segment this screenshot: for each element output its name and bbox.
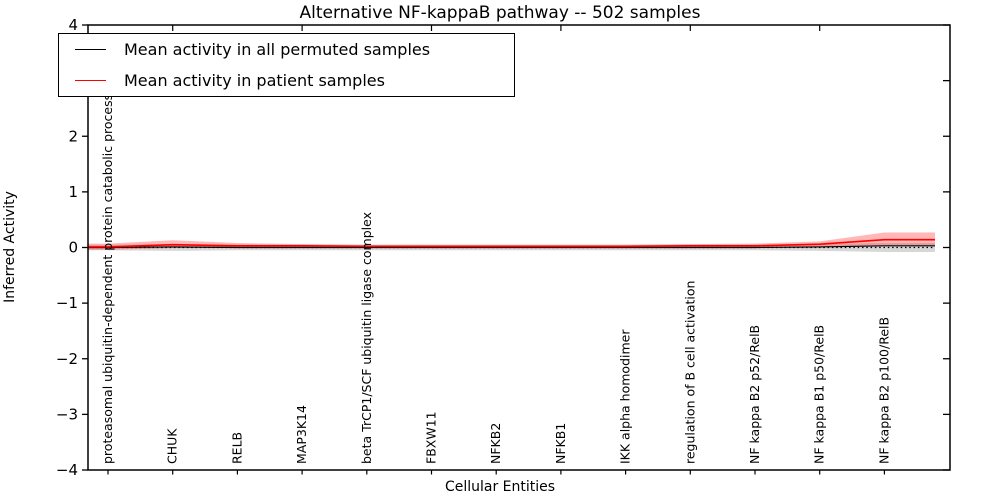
x-entity-label: NFKB2 — [488, 423, 503, 464]
x-entity-label: CHUK — [165, 428, 180, 464]
series-line-0 — [88, 245, 935, 249]
y-tick-label: −2 — [56, 350, 78, 368]
chart-title: Alternative NF-kappaB pathway -- 502 sam… — [299, 3, 701, 23]
x-entity-label: MAP3K14 — [294, 405, 309, 464]
y-tick-label: −4 — [56, 461, 78, 479]
y-tick-label: 2 — [68, 127, 78, 145]
y-axis-label: Inferred Activity — [2, 191, 18, 303]
legend-line-sample-patient — [75, 80, 106, 81]
y-tick-label: 1 — [68, 183, 78, 201]
x-entity-label: beta TrCP1/SCF ubiquitin ligase complex — [359, 212, 374, 464]
x-entity-label: NF kappa B1 p50/RelB — [812, 325, 827, 464]
y-tick-label: −3 — [56, 405, 78, 423]
x-entity-label: FBXW11 — [424, 411, 439, 464]
x-entity-label: NF kappa B2 p100/RelB — [876, 317, 891, 464]
x-entity-label: proteasomal ubiquitin-dependent protein … — [100, 94, 115, 464]
x-entity-label: RELB — [229, 432, 244, 464]
legend-line-sample-permuted — [75, 49, 106, 50]
y-tick-label: −1 — [56, 294, 78, 312]
legend-label-patient: Mean activity in patient samples — [124, 71, 385, 90]
x-entity-labels: proteasomal ubiquitin-dependent protein … — [100, 94, 891, 464]
legend: Mean activity in all permuted samples Me… — [58, 33, 515, 97]
y-tick-label: 4 — [68, 16, 78, 34]
series-lines — [88, 238, 935, 249]
x-entity-label: IKK alpha homodimer — [618, 329, 633, 464]
x-entity-label: NFKB1 — [553, 423, 568, 464]
std-bands — [88, 232, 935, 252]
x-axis-label: Cellular Entities — [444, 479, 556, 495]
legend-item-permuted: Mean activity in all permuted samples — [59, 35, 514, 64]
x-entity-label: regulation of B cell activation — [682, 281, 697, 464]
x-ticks — [107, 25, 886, 475]
x-entity-label: NF kappa B2 p52/RelB — [747, 325, 762, 464]
y-tick-label: 0 — [68, 239, 78, 257]
legend-item-patient: Mean activity in patient samples — [59, 66, 514, 95]
series-line-1 — [88, 238, 935, 248]
legend-label-permuted: Mean activity in all permuted samples — [124, 40, 431, 59]
